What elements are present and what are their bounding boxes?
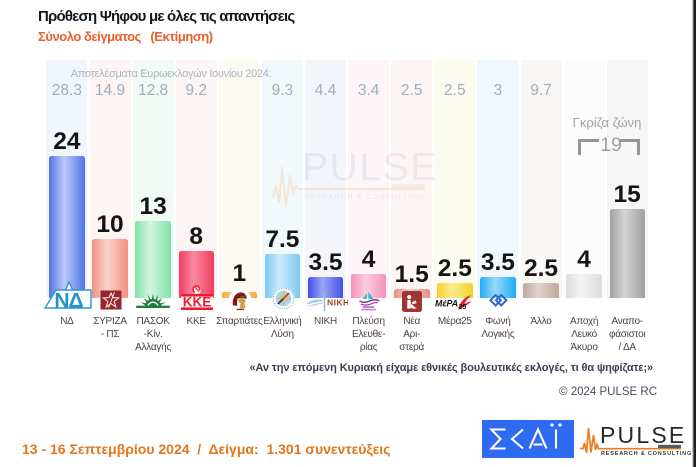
svg-text:KKE: KKE (183, 294, 212, 309)
svg-text:ΝΔ: ΝΔ (54, 290, 83, 313)
svg-text:ΜέΡΑ: ΜέΡΑ (435, 299, 458, 309)
svg-text:25: 25 (458, 304, 467, 311)
svg-text:ΝΙΚΗ: ΝΙΚΗ (327, 298, 348, 308)
